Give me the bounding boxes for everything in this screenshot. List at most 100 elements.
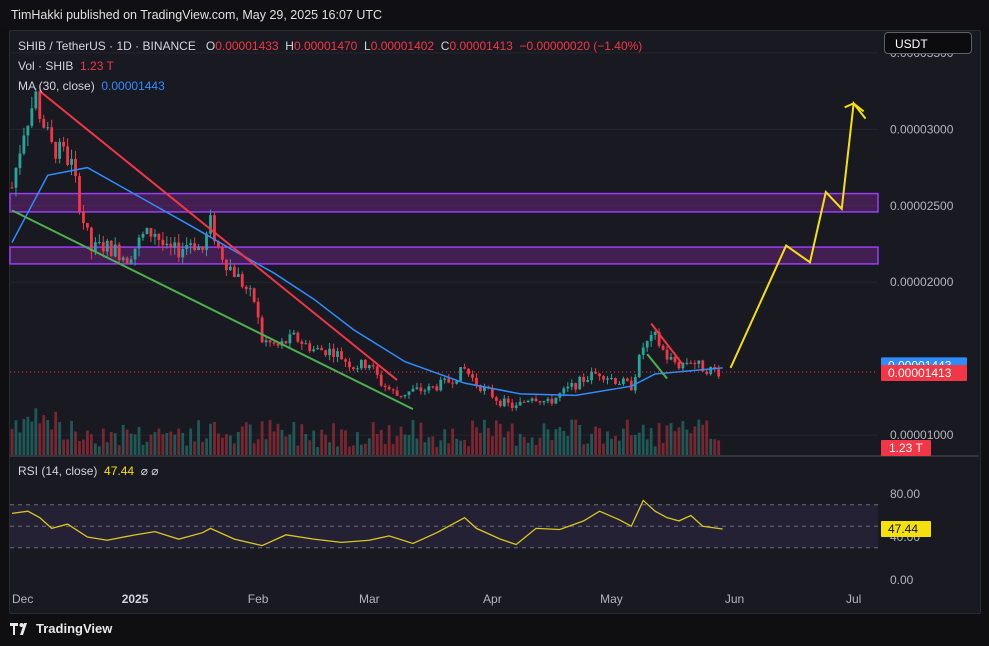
ma-label[interactable]: MA (30, close) [18,79,95,93]
candle-body [665,349,669,360]
volume-bar [677,427,681,455]
footer-brand[interactable]: TradingView [10,621,112,636]
candle-body [101,242,105,252]
candle-body [447,378,451,383]
open-label: O [205,39,216,53]
candle-body [598,373,601,377]
candle-body [145,228,149,234]
candle-body [169,243,173,248]
candle-body [34,91,38,109]
candle-body [197,246,200,250]
candle-body [514,405,518,408]
volume-bar [395,435,399,455]
volume-bar [510,423,514,455]
volume-bar [502,437,506,455]
candle-body [292,332,296,335]
rsi-label[interactable]: RSI (14, close) [18,464,98,478]
price-legend: SHIB / TetherUS · 1D · BINANCE O 0.000014… [18,36,642,96]
price-tick-label: 0.00002500 [890,199,954,213]
currency-button[interactable]: USDT [884,32,972,54]
candle-body [661,345,665,350]
volume-bar [50,429,54,455]
low-value: 0.00001402 [370,39,435,53]
volume-bar [530,437,534,455]
candle-body [78,176,81,212]
candle-body [359,359,363,369]
volume-bar [439,440,443,455]
volume-bar [288,434,292,455]
volume-bar [328,442,331,455]
candle-body [105,240,109,252]
volume-bar [193,441,197,455]
volume-bar [236,431,240,455]
volume-bar [348,446,351,455]
candle-body [621,378,625,384]
candle-body [431,386,435,388]
volume-bar [629,435,633,455]
volume-bar [665,425,669,455]
candle-body [256,301,260,318]
volume-bar [673,431,677,455]
volume-bar [701,424,705,455]
candle-body [490,388,494,398]
volume-bar [93,443,97,455]
volume-bar [105,442,109,455]
volume-bar [296,445,300,455]
volume-bar [490,436,494,455]
volume-bar [621,428,625,455]
volume-bar [379,429,383,455]
time-tick-label: Mar [359,592,380,606]
volume-label[interactable]: Vol · SHIB [18,59,74,73]
volume-bar [614,435,617,455]
volume-bar [133,434,137,455]
candle-body [209,215,212,234]
tradingview-logo-icon [10,622,27,635]
candle-body [340,351,343,360]
candle-body [451,382,455,384]
rsi-settings-icon[interactable]: ⌀ ⌀ [140,464,159,478]
candle-body [157,233,161,240]
volume-bar [387,425,391,455]
volume-bar [324,434,328,455]
rsi-legend: RSI (14, close) 47.44 ⌀ ⌀ [18,464,159,478]
candle-body [121,257,125,261]
volume-bar [276,423,280,455]
volume-bar [157,428,161,455]
candle-body [590,371,594,381]
candle-body [546,398,550,402]
candle-body [570,383,574,387]
volume-bar [149,434,153,455]
volume-bar [363,443,367,455]
candle-body [86,223,89,228]
volume-bar [657,422,661,455]
last-price-tag: 0.00001413 [888,366,952,380]
candle-body [399,395,403,397]
volume-bar [371,422,375,455]
volume-tag-bg [881,440,931,456]
volume-bar [169,431,173,455]
chart-panel[interactable] [9,30,981,614]
candle-body [518,401,522,406]
symbol-label[interactable]: SHIB / TetherUS · 1D · BINANCE [18,39,196,53]
volume-row: Vol · SHIB 1.23 T [18,56,642,76]
volume-bar [494,420,498,455]
trendline-red [39,90,398,381]
volume-bar [649,428,653,455]
candle-body [74,158,77,177]
candle-body [645,341,649,348]
candle-body [217,241,220,248]
candle-body [463,367,466,369]
trendline-green [646,353,668,380]
candle-body [419,387,423,392]
volume-bar [308,440,312,455]
volume-bar [221,437,224,455]
volume-bar [602,443,605,455]
candle-body [221,247,224,260]
volume-bar [185,445,189,455]
volume-bar [645,439,649,455]
candle-body [284,341,288,344]
candle-body [228,266,232,271]
candle-body [324,350,328,356]
volume-bar [260,421,264,455]
